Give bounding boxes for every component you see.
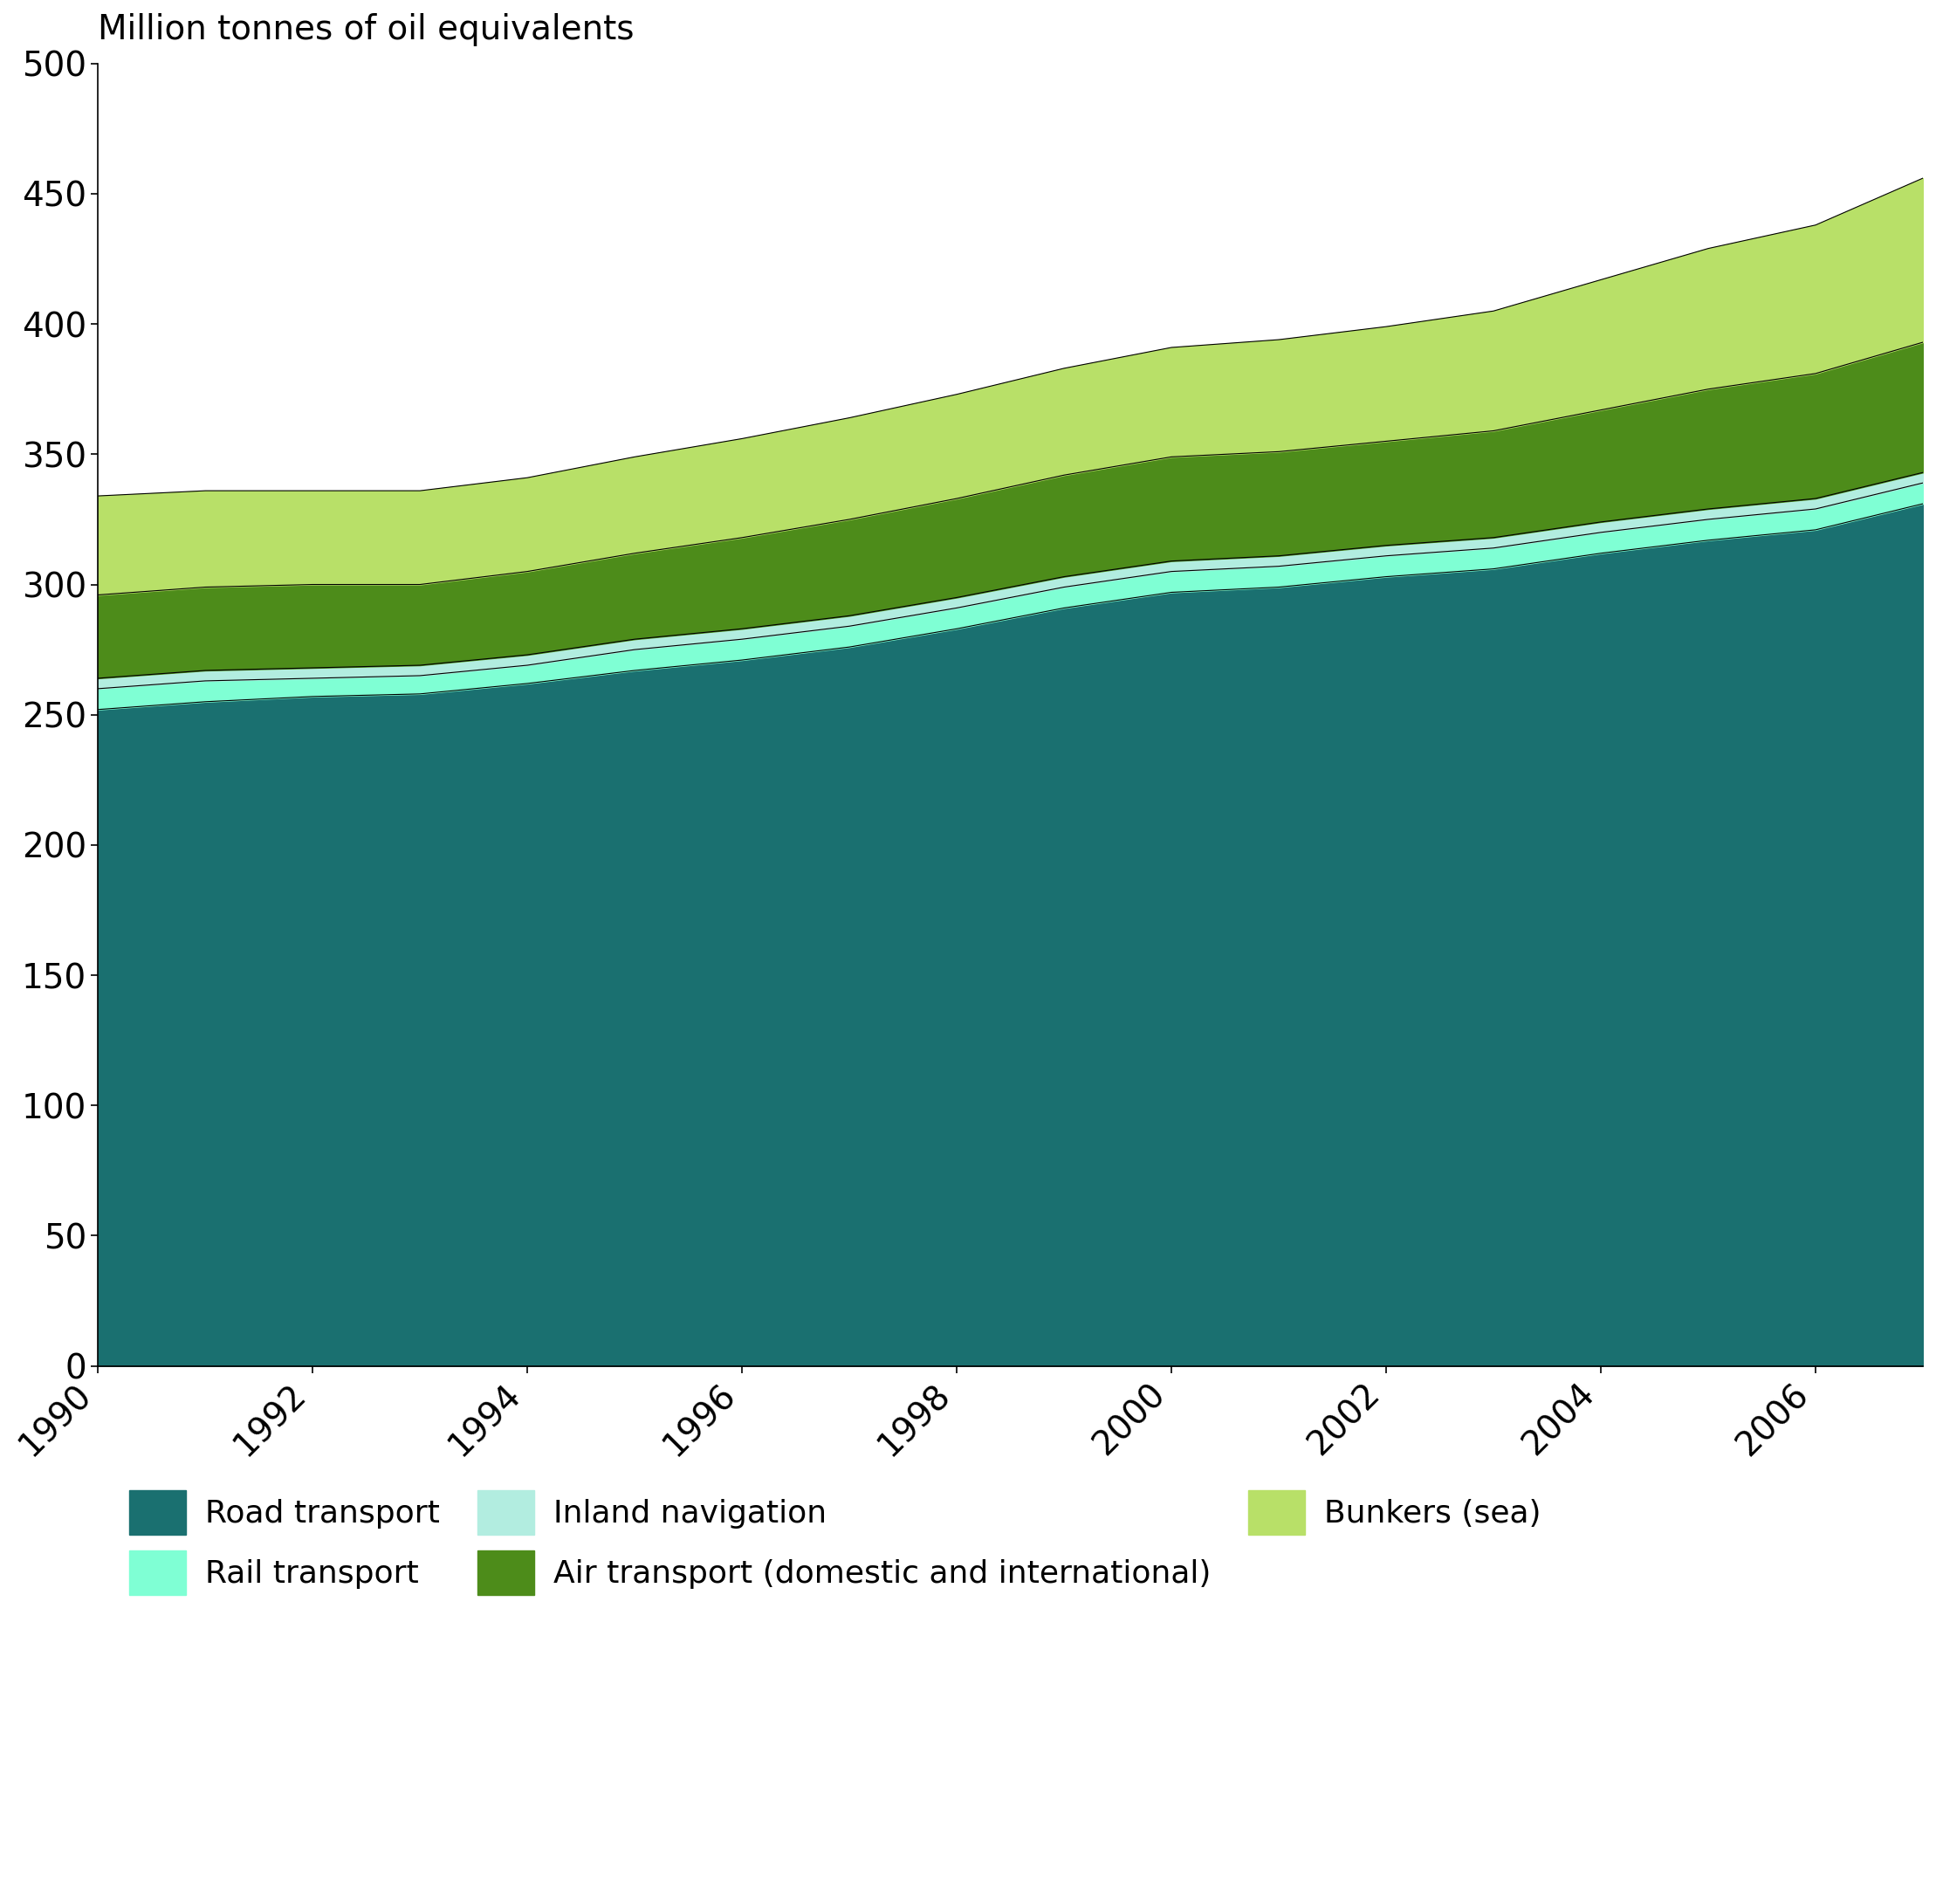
Legend: Road transport, Rail transport, Inland navigation, Air transport (domestic and i: Road transport, Rail transport, Inland n… xyxy=(114,1474,1557,1611)
Text: Million tonnes of oil equivalents: Million tonnes of oil equivalents xyxy=(99,13,635,46)
